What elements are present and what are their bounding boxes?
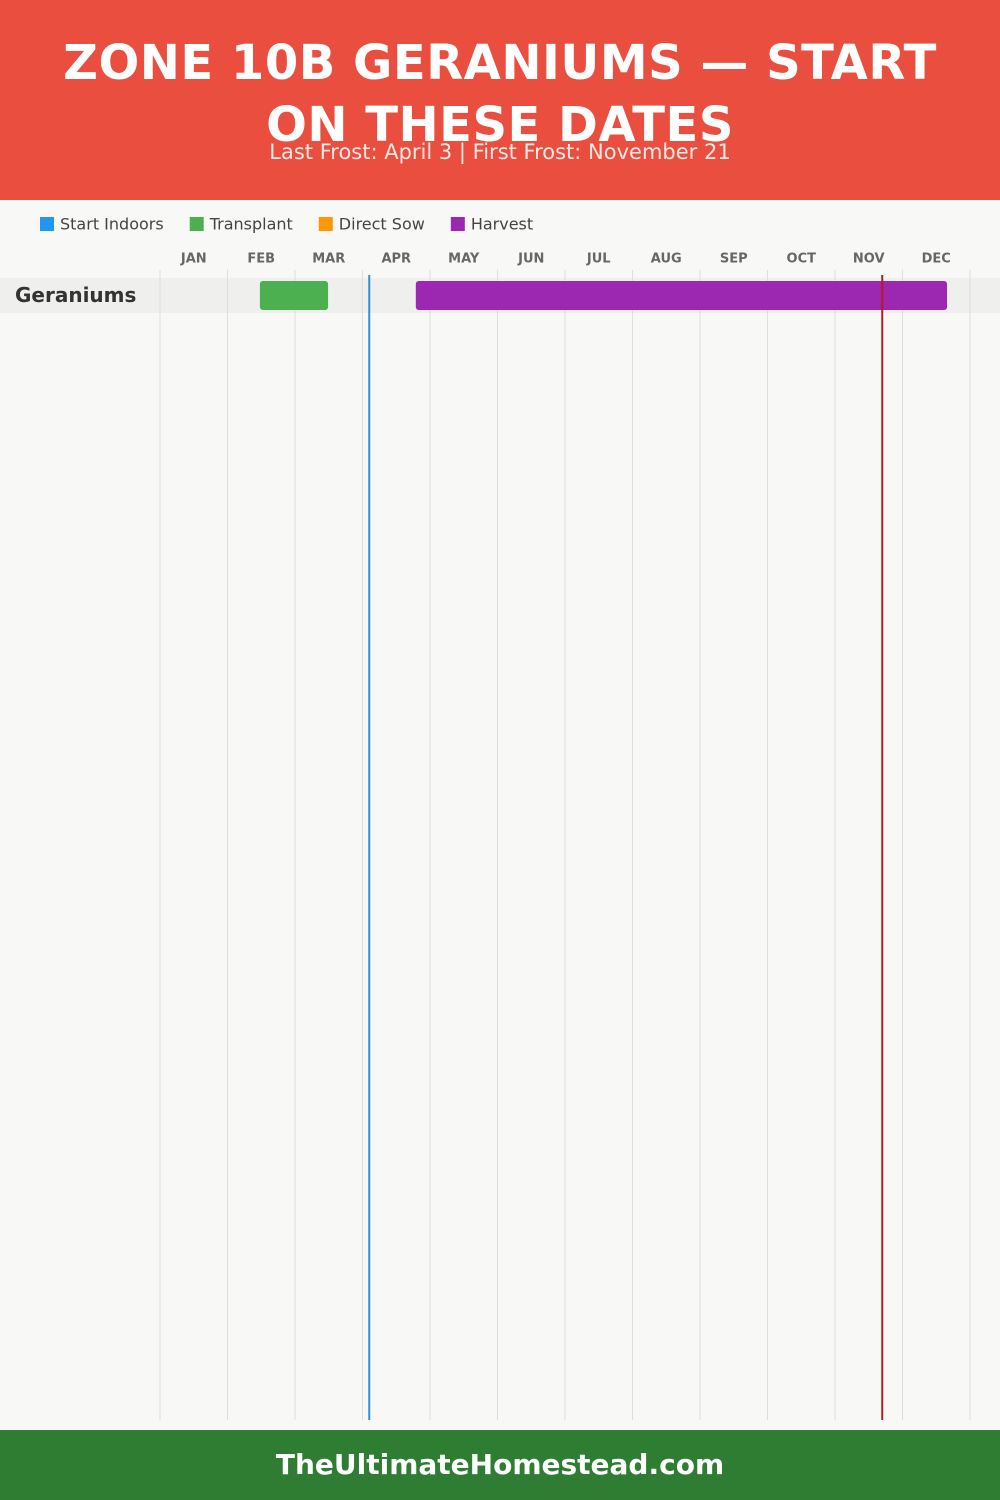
x-tick-label: DEC	[922, 252, 951, 267]
x-tick-label: NOV	[853, 252, 885, 267]
x-tick-label: JAN	[180, 252, 207, 267]
legend-swatch	[40, 217, 54, 231]
bar	[415, 281, 948, 310]
header: ZONE 10B GERANIUMS — START ON THESE DATE…	[0, 0, 1000, 200]
legend-swatch	[318, 217, 333, 231]
legend-swatch	[450, 217, 465, 231]
chart: Start Indoors Transplant Direct Sow Harvest…	[0, 215, 1000, 1420]
legend-label: Transplant	[209, 215, 293, 234]
row-label: Geraniums	[15, 283, 136, 307]
x-tick-label: OCT	[787, 252, 817, 267]
x-tick-label: APR	[381, 252, 411, 267]
chart-title: ZONE 10B GERANIUMS — START ON THESE DATE…	[63, 35, 937, 153]
chart-subtitle: Last Frost: April 3 | First Frost: Novem…	[269, 140, 731, 164]
footer[interactable]: TheUltimateHomestead.com	[0, 1430, 1000, 1500]
legend-label: Harvest	[471, 215, 533, 234]
x-tick-label: JUL	[586, 252, 611, 267]
x-tick-label: FEB	[247, 252, 275, 267]
x-tick-label: JUN	[517, 252, 544, 267]
legend-label: Direct Sow	[339, 215, 425, 234]
legend-label: Start Indoors	[60, 215, 164, 234]
x-tick-label: AUG	[651, 252, 682, 267]
legend-swatch	[189, 217, 204, 231]
x-tick-label: SEP	[720, 252, 748, 267]
x-tick-label: MAR	[312, 252, 345, 267]
x-tick-label: MAY	[448, 252, 480, 267]
bar	[259, 281, 329, 310]
